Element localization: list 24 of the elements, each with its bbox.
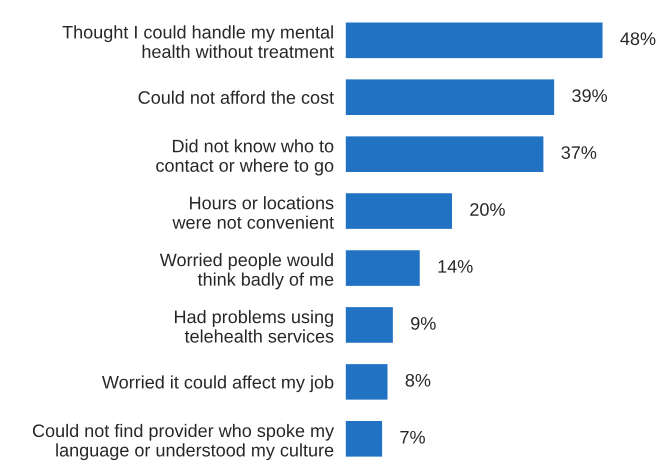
y-tick-label: Could not find provider who spoke my language or understood my culture (32, 424, 334, 460)
bar (345, 134, 545, 174)
data-label: 20% (470, 203, 505, 216)
bar (345, 362, 389, 402)
y-tick-label: Had problems using telehealth services (174, 310, 334, 343)
data-label: 37% (561, 146, 596, 159)
y-tick-label: Hours or locations were not convenient (172, 196, 334, 229)
bar (345, 21, 604, 60)
y-tick-label: Did not know who to contact or where to go (156, 139, 334, 176)
data-label: 39% (572, 89, 608, 102)
data-label: 8% (406, 374, 430, 387)
bar (345, 192, 454, 230)
data-label: 9% (411, 317, 436, 330)
y-tick-label: Worried it could affect my job (102, 375, 334, 392)
y-tick-label: Worried people would think badly of me (160, 253, 334, 290)
y-tick-label: Thought I could handle my mental health without treatment (62, 25, 334, 58)
bar (345, 420, 384, 458)
data-label: 14% (438, 260, 473, 273)
y-tick-label: Could not afford the cost (138, 90, 334, 104)
data-label: 48% (620, 32, 656, 46)
bar (345, 248, 422, 288)
data-label: 7% (400, 430, 425, 444)
bar (345, 78, 556, 116)
bar (345, 306, 394, 344)
